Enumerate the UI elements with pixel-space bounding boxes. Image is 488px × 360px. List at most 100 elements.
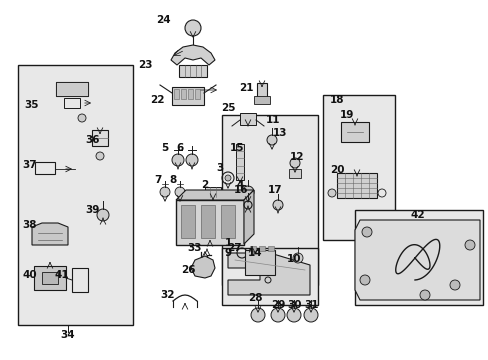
Circle shape xyxy=(289,158,299,168)
Text: 3: 3 xyxy=(216,163,223,173)
Text: 32: 32 xyxy=(161,290,175,300)
Polygon shape xyxy=(191,256,215,278)
Circle shape xyxy=(270,308,285,322)
Text: 40: 40 xyxy=(22,270,37,280)
Bar xyxy=(221,205,235,238)
Polygon shape xyxy=(176,190,253,200)
Text: 10: 10 xyxy=(286,254,301,264)
Bar xyxy=(253,96,269,104)
Circle shape xyxy=(78,114,86,122)
Text: 25: 25 xyxy=(220,103,235,113)
Circle shape xyxy=(419,290,429,300)
Circle shape xyxy=(286,308,301,322)
Text: 42: 42 xyxy=(410,210,425,220)
Circle shape xyxy=(175,187,184,197)
Polygon shape xyxy=(171,45,215,65)
Bar xyxy=(34,266,66,290)
Bar xyxy=(259,246,264,251)
Bar xyxy=(236,144,244,180)
Text: 2: 2 xyxy=(201,180,208,190)
Bar xyxy=(92,130,108,146)
Bar xyxy=(288,169,301,178)
Bar xyxy=(340,122,368,142)
Bar xyxy=(323,95,394,240)
Text: 26: 26 xyxy=(181,265,195,275)
Circle shape xyxy=(304,308,317,322)
Text: 22: 22 xyxy=(149,95,164,105)
Circle shape xyxy=(185,154,198,166)
Bar xyxy=(222,115,317,285)
Bar xyxy=(42,272,58,284)
Bar xyxy=(64,98,80,108)
Circle shape xyxy=(224,175,230,181)
Bar xyxy=(267,246,273,251)
Polygon shape xyxy=(32,223,68,245)
Text: 11: 11 xyxy=(265,115,280,125)
Text: 13: 13 xyxy=(272,128,286,138)
Bar xyxy=(204,187,221,197)
Text: 20: 20 xyxy=(329,165,344,175)
Circle shape xyxy=(250,308,264,322)
Circle shape xyxy=(449,280,459,290)
Bar xyxy=(222,248,317,305)
Bar xyxy=(35,162,55,174)
Text: 9: 9 xyxy=(224,248,231,258)
Circle shape xyxy=(292,253,303,263)
Circle shape xyxy=(96,152,104,160)
Bar xyxy=(172,87,203,105)
Text: 1: 1 xyxy=(224,238,231,248)
Text: 39: 39 xyxy=(85,205,100,215)
Circle shape xyxy=(464,240,474,250)
Text: 37: 37 xyxy=(22,160,37,170)
Text: 21: 21 xyxy=(238,83,253,93)
Bar xyxy=(18,65,133,325)
Bar xyxy=(336,173,376,198)
Text: 41: 41 xyxy=(55,270,69,280)
Text: 14: 14 xyxy=(247,248,262,258)
Text: 35: 35 xyxy=(25,100,39,110)
Circle shape xyxy=(361,227,371,237)
Polygon shape xyxy=(354,220,479,300)
Circle shape xyxy=(272,200,283,210)
Text: 5: 5 xyxy=(161,143,168,153)
Polygon shape xyxy=(56,82,88,96)
Circle shape xyxy=(172,154,183,166)
Text: 38: 38 xyxy=(23,220,37,230)
Bar xyxy=(56,82,88,96)
Text: 4: 4 xyxy=(236,180,243,190)
Text: 7: 7 xyxy=(154,175,162,185)
Text: 6: 6 xyxy=(176,143,183,153)
Bar xyxy=(181,205,195,238)
Bar xyxy=(201,205,215,238)
Circle shape xyxy=(97,209,109,221)
Bar xyxy=(174,89,179,99)
Circle shape xyxy=(359,275,369,285)
Circle shape xyxy=(242,186,253,198)
Text: 31: 31 xyxy=(304,300,319,310)
Bar xyxy=(257,83,266,101)
Text: 23: 23 xyxy=(138,60,152,70)
Bar xyxy=(240,113,256,125)
Circle shape xyxy=(266,135,276,145)
Bar xyxy=(244,250,274,275)
Circle shape xyxy=(160,187,170,197)
Text: 33: 33 xyxy=(187,243,202,253)
Text: 28: 28 xyxy=(247,293,262,303)
Text: 12: 12 xyxy=(289,152,304,162)
Text: 16: 16 xyxy=(233,185,248,195)
Text: 34: 34 xyxy=(61,330,75,340)
Text: 18: 18 xyxy=(329,95,344,105)
Bar xyxy=(176,200,244,245)
Text: 30: 30 xyxy=(287,300,302,310)
Circle shape xyxy=(327,189,335,197)
Bar xyxy=(181,89,185,99)
Bar xyxy=(187,89,193,99)
Text: 15: 15 xyxy=(229,143,244,153)
Bar xyxy=(179,65,206,77)
Text: 36: 36 xyxy=(85,135,100,145)
Text: 17: 17 xyxy=(267,185,282,195)
Text: 27: 27 xyxy=(226,243,241,253)
Text: 8: 8 xyxy=(169,175,176,185)
Polygon shape xyxy=(244,190,253,244)
Text: 24: 24 xyxy=(155,15,170,25)
